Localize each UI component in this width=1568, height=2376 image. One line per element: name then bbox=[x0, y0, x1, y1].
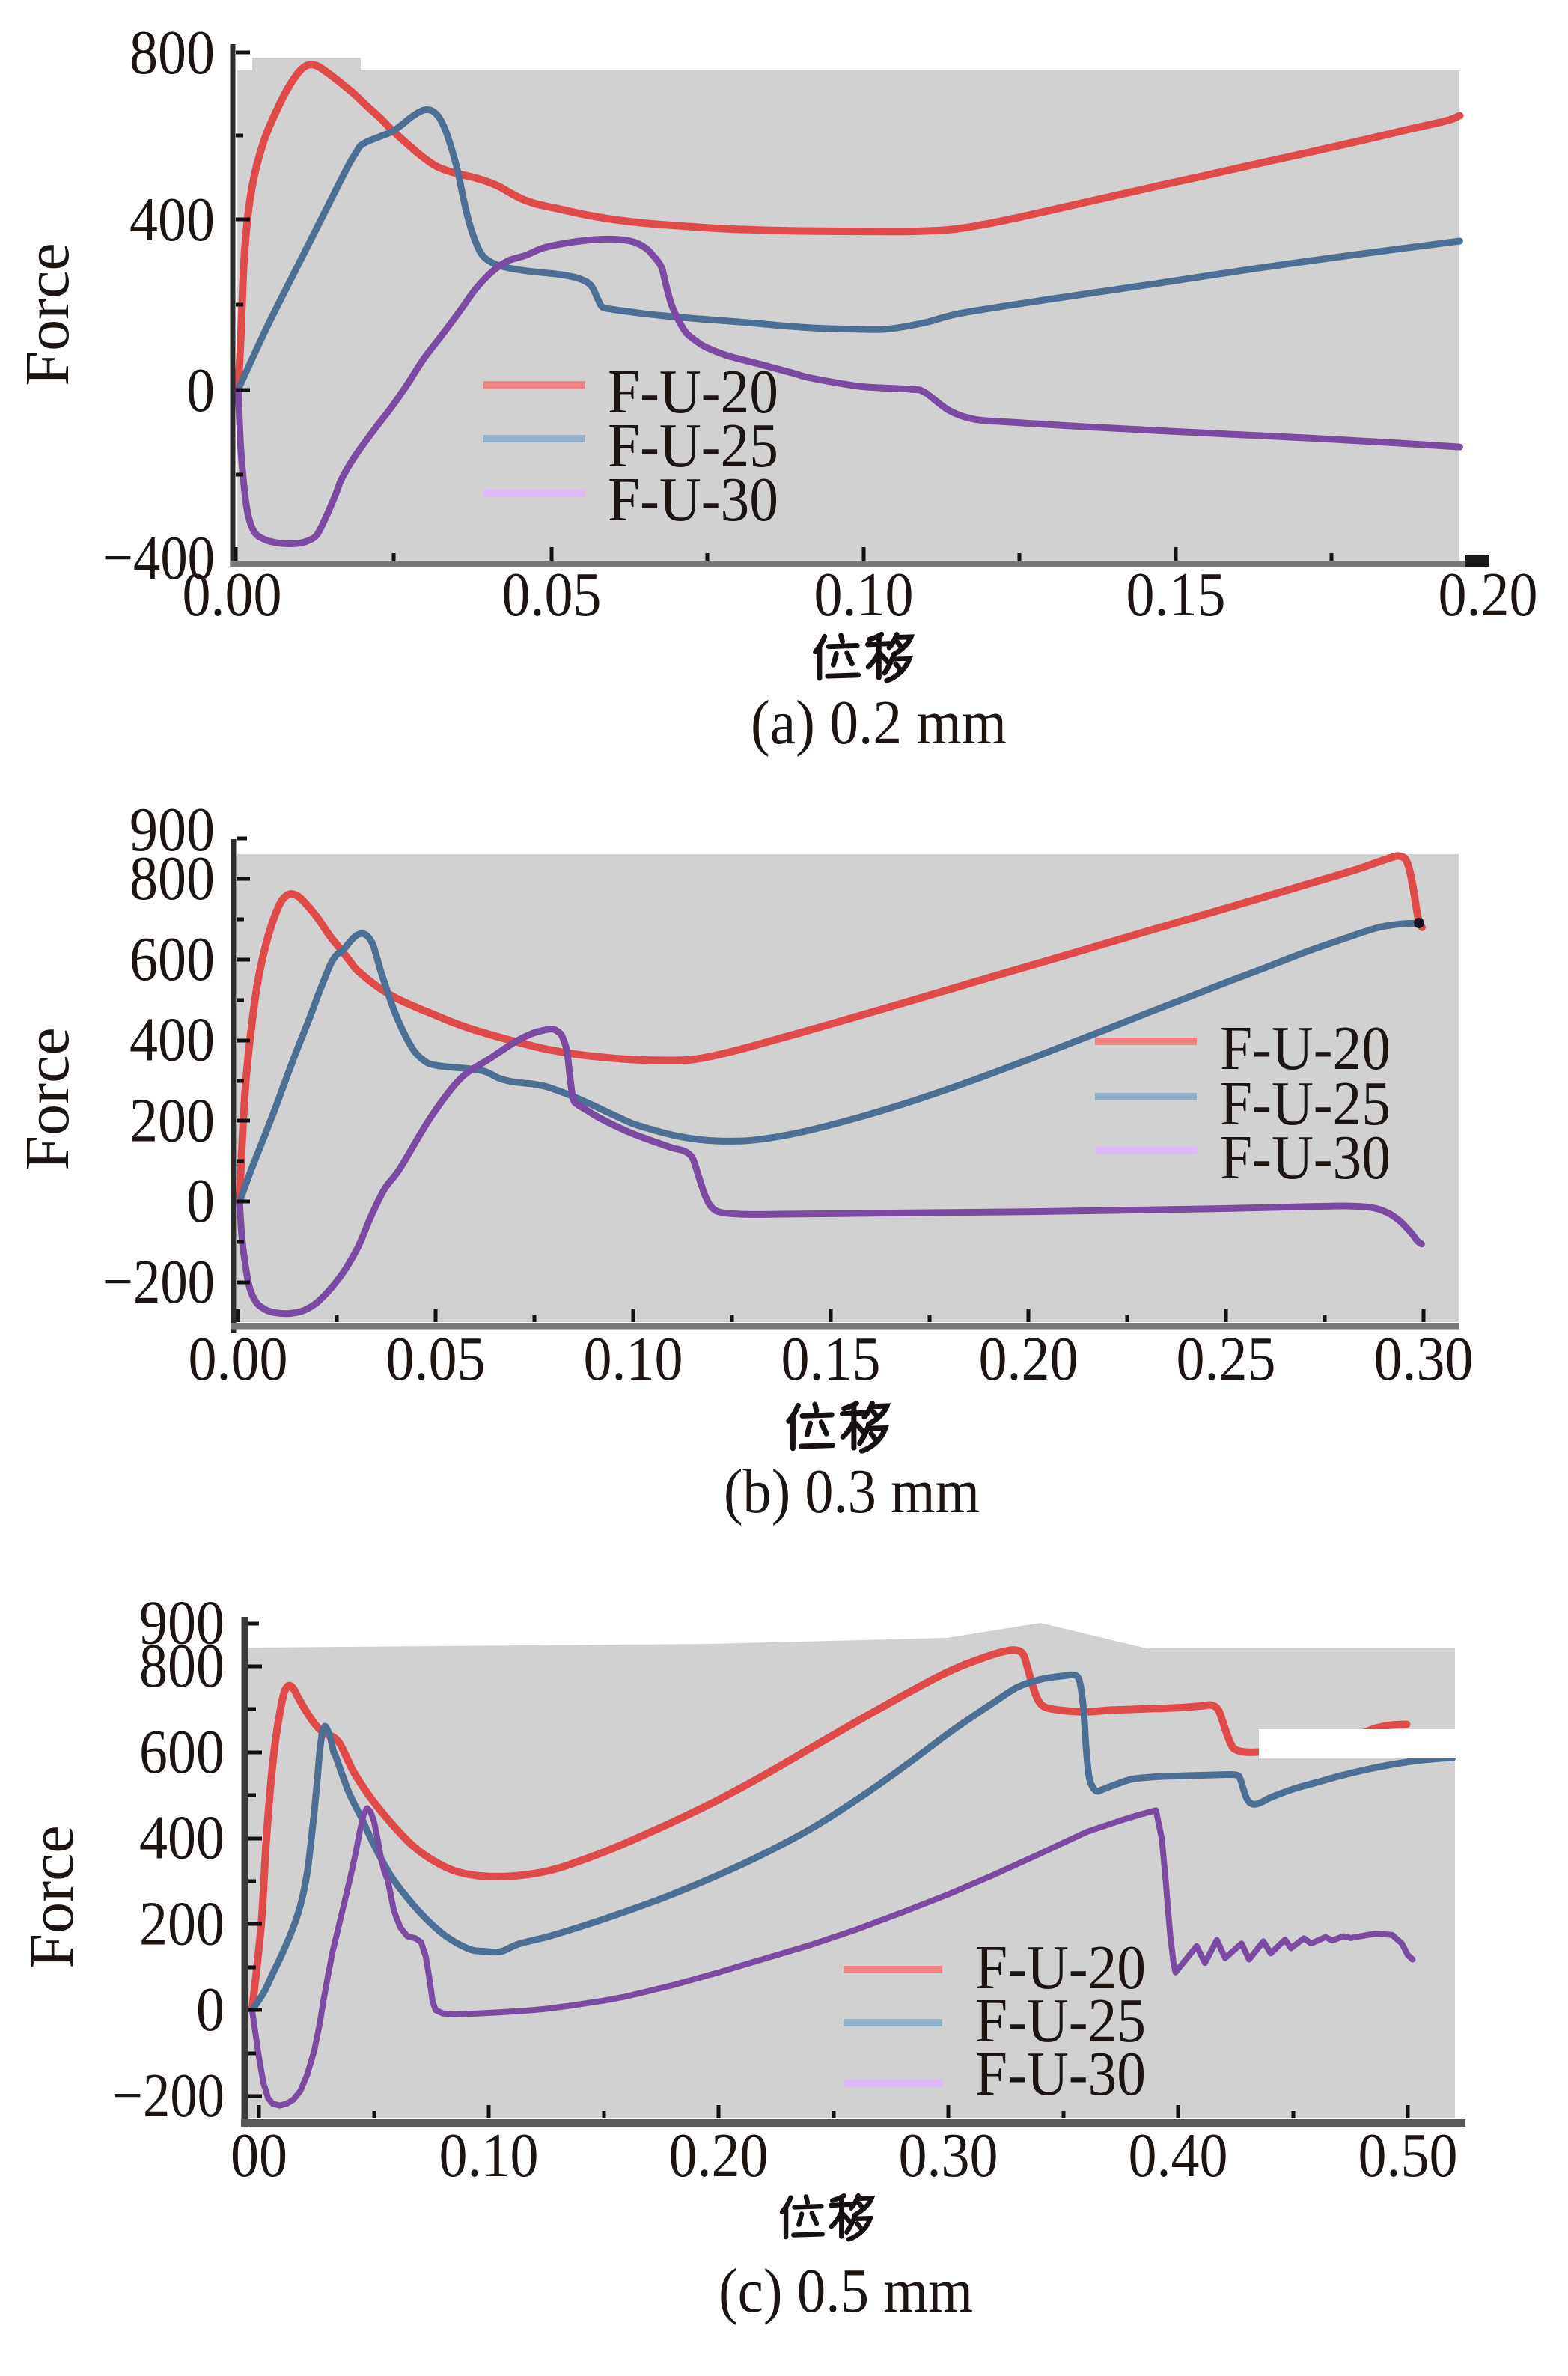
svg-text:0.00: 0.00 bbox=[189, 1324, 288, 1394]
svg-text:Force: Force bbox=[13, 1027, 82, 1170]
svg-text:Force: Force bbox=[17, 1825, 87, 1968]
svg-text:400: 400 bbox=[129, 185, 215, 255]
svg-text:600: 600 bbox=[139, 1717, 225, 1787]
svg-text:0.15: 0.15 bbox=[781, 1324, 881, 1394]
svg-text:0: 0 bbox=[186, 356, 215, 425]
svg-text:800: 800 bbox=[129, 844, 215, 913]
svg-text:F-U-20: F-U-20 bbox=[1220, 1014, 1391, 1083]
svg-text:0.20: 0.20 bbox=[1439, 560, 1538, 630]
svg-text:0.30: 0.30 bbox=[899, 2121, 998, 2190]
svg-text:F-U-25: F-U-25 bbox=[1220, 1069, 1391, 1139]
svg-text:0: 0 bbox=[186, 1166, 215, 1236]
svg-text:−200: −200 bbox=[103, 1247, 215, 1317]
svg-text:F-U-30: F-U-30 bbox=[608, 465, 778, 534]
svg-text:0.25: 0.25 bbox=[1177, 1324, 1276, 1394]
svg-text:−400: −400 bbox=[103, 523, 215, 593]
svg-text:F-U-20: F-U-20 bbox=[608, 357, 778, 427]
svg-text:(c) 0.5 mm: (c) 0.5 mm bbox=[719, 2256, 973, 2326]
svg-text:0.40: 0.40 bbox=[1129, 2121, 1228, 2190]
svg-text:900: 900 bbox=[139, 1588, 225, 1658]
svg-text:0.30: 0.30 bbox=[1374, 1324, 1474, 1394]
svg-text:(b) 0.3 mm: (b) 0.3 mm bbox=[724, 1457, 980, 1526]
svg-text:F-U-30: F-U-30 bbox=[975, 2039, 1146, 2109]
svg-text:0.10: 0.10 bbox=[814, 560, 914, 630]
svg-text:F-U-25: F-U-25 bbox=[975, 1986, 1146, 2056]
svg-text:600: 600 bbox=[129, 924, 215, 994]
svg-text:0.10: 0.10 bbox=[584, 1324, 683, 1394]
svg-text:F-U-25: F-U-25 bbox=[608, 411, 778, 481]
svg-text:800: 800 bbox=[139, 1631, 225, 1701]
svg-text:0.15: 0.15 bbox=[1126, 560, 1226, 630]
svg-text:0.05: 0.05 bbox=[386, 1324, 486, 1394]
svg-text:900: 900 bbox=[129, 795, 215, 865]
svg-text:−200: −200 bbox=[112, 2061, 225, 2130]
svg-text:400: 400 bbox=[129, 1005, 215, 1075]
svg-text:0.00: 0.00 bbox=[183, 560, 282, 630]
svg-text:800: 800 bbox=[129, 18, 215, 88]
svg-text:0.05: 0.05 bbox=[502, 560, 602, 630]
svg-text:200: 200 bbox=[139, 1889, 225, 1958]
svg-text:0.20: 0.20 bbox=[669, 2121, 769, 2190]
svg-text:0.50: 0.50 bbox=[1358, 2121, 1458, 2190]
svg-text:F-U-30: F-U-30 bbox=[1220, 1123, 1391, 1192]
svg-text:00: 00 bbox=[231, 2121, 287, 2190]
svg-text:200: 200 bbox=[129, 1085, 215, 1155]
svg-text:0.10: 0.10 bbox=[439, 2121, 539, 2190]
svg-text:0.20: 0.20 bbox=[979, 1324, 1079, 1394]
svg-text:0: 0 bbox=[196, 1975, 225, 2044]
svg-text:400: 400 bbox=[139, 1803, 225, 1873]
svg-text:Force: Force bbox=[13, 243, 82, 386]
svg-text:F-U-20: F-U-20 bbox=[975, 1933, 1146, 2002]
svg-text:(a) 0.2 mm: (a) 0.2 mm bbox=[751, 688, 1007, 758]
